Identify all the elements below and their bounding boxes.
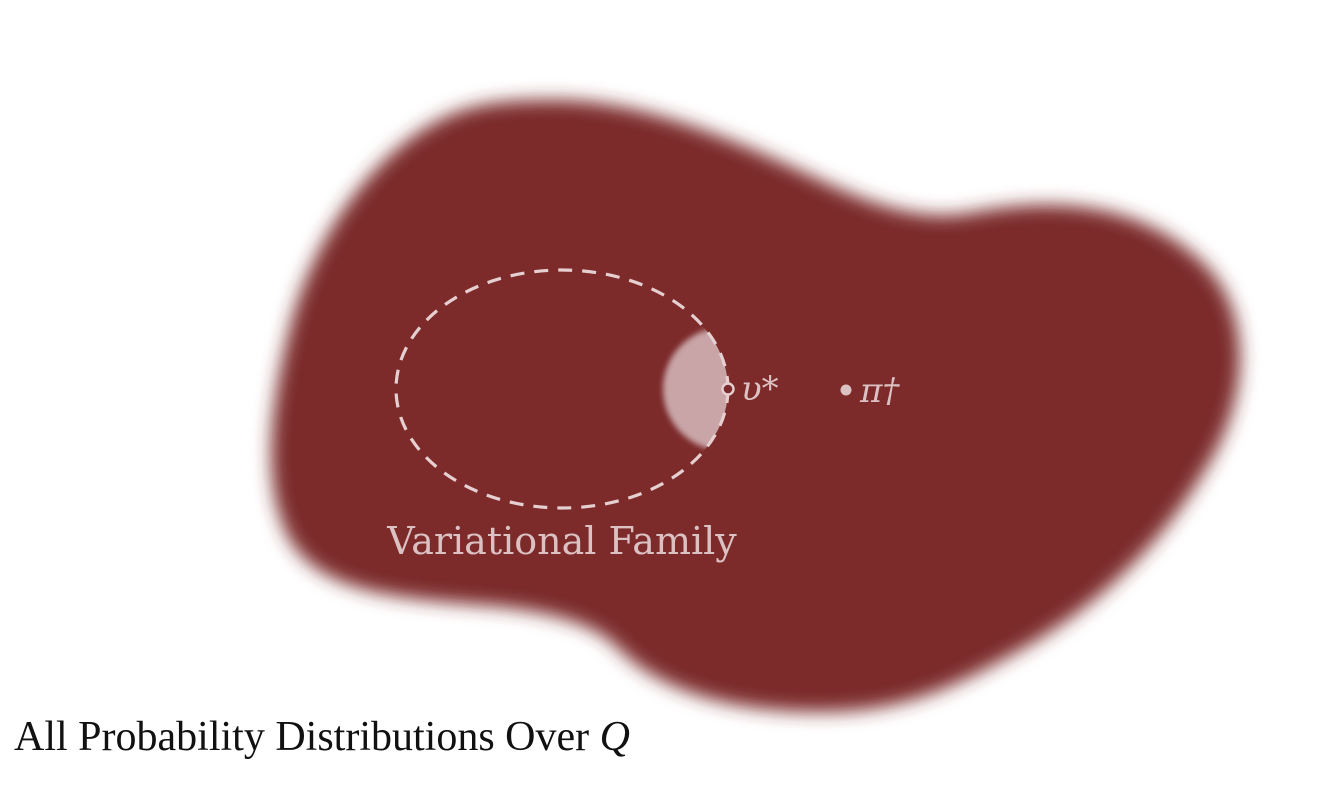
- v-star-label: υ*: [741, 369, 779, 409]
- all-distributions-region: [271, 99, 1240, 712]
- outer-set-label: All Probability Distributions Over: [14, 714, 590, 760]
- pi-dagger-label: π†: [859, 371, 900, 411]
- pi-dagger-marker: [840, 384, 852, 396]
- outer-set-caption: All Probability Distributions Over Q: [14, 712, 630, 762]
- v-star-marker: [721, 382, 735, 396]
- outer-set-symbol: Q: [599, 714, 630, 760]
- variational-family-label: Variational Family: [386, 519, 737, 563]
